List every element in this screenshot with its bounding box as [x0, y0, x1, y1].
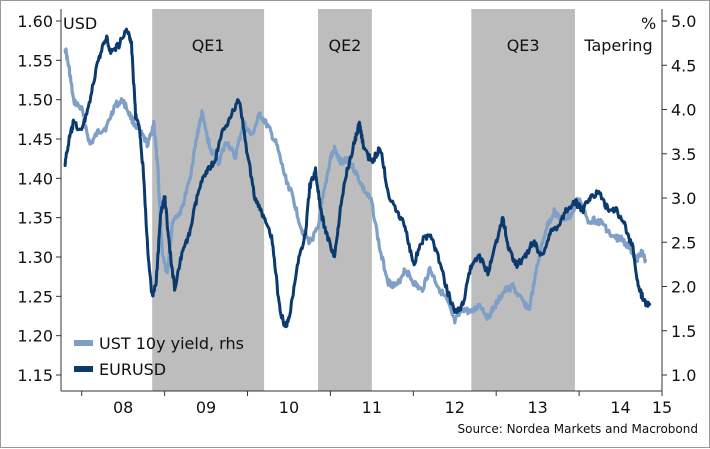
x-tick-label-10: 10: [279, 398, 299, 417]
left-axis-unit: USD: [63, 14, 97, 33]
left-tick-label: 1.25: [17, 287, 53, 306]
x-tick-label-09: 09: [196, 398, 216, 417]
right-tick-label: 4.5: [671, 56, 696, 75]
band-label-qe2: QE2: [328, 36, 361, 55]
left-tick-label: 1.15: [17, 366, 53, 385]
x-tick-label-11: 11: [362, 398, 382, 417]
plot-frame: [60, 9, 663, 392]
right-tick-label: 5.0: [671, 12, 696, 31]
series-lines: [63, 27, 652, 329]
left-axis: 1.15 1.20 1.25 1.30 1.35 1.40 1.45 1.50 1.55 1.60: [17, 12, 61, 385]
legend-label-eurusd: EURUSD: [99, 360, 166, 379]
left-tick-label: 1.45: [17, 130, 53, 149]
band-label-tapering: Tapering: [583, 36, 652, 55]
band-qe3: [471, 9, 575, 391]
left-tick-label: 1.60: [17, 12, 53, 31]
band-qe2: [317, 9, 372, 391]
right-axis-unit: %: [641, 14, 656, 33]
x-tick-label-14: 14: [610, 398, 630, 417]
band-qe1: [152, 9, 265, 391]
x-axis: 08 09 10 11 12 13 14 15: [81, 391, 672, 417]
left-tick-label: 1.20: [17, 327, 53, 346]
left-tick-label: 1.40: [17, 169, 53, 188]
right-tick-label: 2.5: [671, 233, 696, 252]
x-tick-label-08: 08: [113, 398, 133, 417]
x-tick-label-15: 15: [652, 398, 672, 417]
band-label-qe1: QE1: [192, 36, 225, 55]
right-axis: 1.0 1.5 2.0 2.5 3.0 3.5 4.0 4.5 5.0: [662, 12, 696, 385]
series-eurusd-line: [63, 27, 652, 329]
right-tick-label: 3.5: [671, 145, 696, 164]
left-tick-label: 1.35: [17, 209, 53, 228]
right-tick-label: 1.0: [671, 366, 696, 385]
right-tick-label: 2.0: [671, 278, 696, 297]
left-tick-label: 1.55: [17, 51, 53, 70]
series-ust-10y-yield-line: [63, 47, 648, 325]
x-tick-label-13: 13: [527, 398, 547, 417]
source-note: Source: Nordea Markets and Macrobond: [458, 422, 699, 436]
right-tick-label: 1.5: [671, 322, 696, 341]
right-tick-label: 4.0: [671, 101, 696, 120]
qe-bands: QE1 QE2 QE3 Tapering: [152, 9, 653, 391]
x-tick-label-12: 12: [445, 398, 465, 417]
left-tick-label: 1.50: [17, 91, 53, 110]
right-tick-label: 3.0: [671, 189, 696, 208]
band-label-qe3: QE3: [507, 36, 540, 55]
left-tick-label: 1.30: [17, 248, 53, 267]
chart-legend: UST 10y yield, rhs EURUSD: [74, 334, 244, 379]
legend-label-ust: UST 10y yield, rhs: [99, 334, 244, 353]
